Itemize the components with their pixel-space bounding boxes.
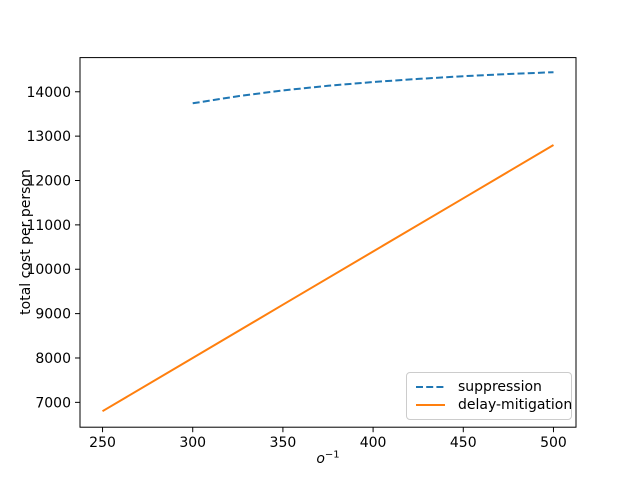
x-tick-label: 250	[89, 435, 116, 451]
solid-line-sample-icon	[416, 404, 445, 407]
x-tick-label: 300	[179, 435, 206, 451]
legend: suppression delay-mitigation	[406, 372, 572, 420]
axes-frame	[79, 57, 577, 428]
series-line-suppression	[192, 71, 554, 105]
y-tick-label: 11000	[26, 218, 71, 234]
x-tick-label: 450	[450, 435, 477, 451]
y-tick-label: 8000	[35, 351, 71, 367]
x-axis-label-exponent: −1	[324, 449, 340, 461]
y-axis-label: total cost per person	[18, 169, 34, 315]
x-axis-label-base: o	[316, 451, 325, 467]
y-tick-label: 12000	[26, 174, 71, 190]
x-axis-label: o−1	[316, 449, 340, 467]
y-tick-label: 7000	[35, 395, 71, 411]
x-tick-label: 350	[270, 435, 297, 451]
legend-label-suppression: suppression	[458, 378, 542, 395]
y-tick-label: 13000	[26, 129, 71, 145]
legend-entry-delay-mitigation: delay-mitigation	[415, 397, 572, 413]
series-line-delay-mitigation	[101, 144, 555, 413]
dashed-line-sample-icon	[416, 385, 445, 388]
y-tick-label: 10000	[26, 262, 71, 278]
x-tick-label: 400	[360, 435, 387, 451]
y-tick-label: 14000	[26, 85, 71, 101]
legend-entry-suppression: suppression	[415, 379, 563, 395]
legend-label-delay-mitigation: delay-mitigation	[458, 397, 573, 414]
y-tick-label: 9000	[35, 307, 71, 323]
x-tick-label: 500	[540, 435, 567, 451]
